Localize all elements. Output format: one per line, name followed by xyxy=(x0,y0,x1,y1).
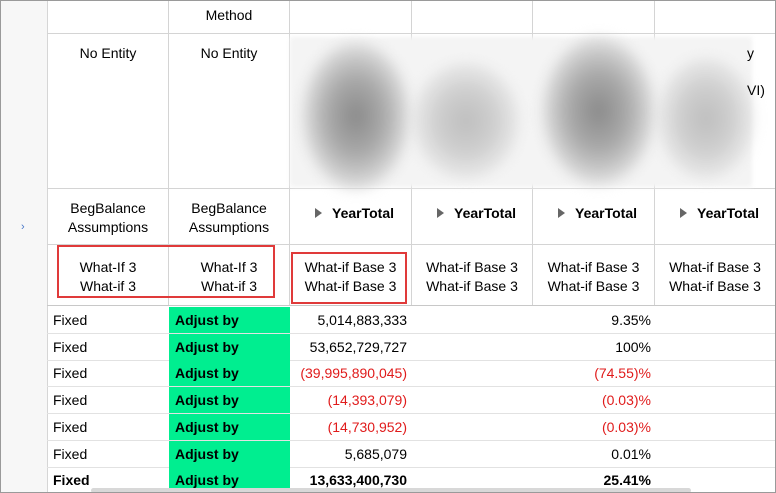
method-cell[interactable]: Fixed xyxy=(53,472,90,489)
value-cell[interactable]: 5,685,079 xyxy=(344,445,407,462)
method-cell[interactable]: Fixed xyxy=(53,445,88,462)
percent-cell[interactable]: 25.41% xyxy=(603,472,651,489)
adjust-cell[interactable]: Adjust by xyxy=(169,413,290,440)
account-line: BegBalance xyxy=(70,200,146,216)
scenario-line: What-If 3 xyxy=(200,259,258,275)
value-cell[interactable]: 5,014,883,333 xyxy=(317,312,407,328)
table-row: Fixed Adjust by 5,685,079 0.01% xyxy=(1,440,775,468)
account-header-2: BegBalance Assumptions xyxy=(169,199,289,237)
scenario-line: What-if Base 3 xyxy=(547,278,640,294)
year-label: YearTotal xyxy=(454,205,516,221)
year-label: YearTotal xyxy=(332,205,394,221)
scenario-header-5: What-if Base 3 What-if Base 3 xyxy=(533,258,654,296)
scenario-line: What-if Base 3 xyxy=(669,259,761,275)
percent-cell[interactable]: (0.03)% xyxy=(601,418,651,435)
account-line: BegBalance xyxy=(191,200,267,216)
highlight-box xyxy=(57,245,275,298)
adjust-cell[interactable]: Adjust by xyxy=(169,307,290,333)
row-divider xyxy=(47,333,775,334)
row-divider xyxy=(47,386,775,388)
method-cell[interactable]: Fixed xyxy=(53,338,88,355)
value-cell[interactable]: (14,730,952) xyxy=(327,418,407,435)
entity-header-edge: VI) xyxy=(747,82,765,98)
table-row: Fixed Adjust by (14,393,079) (0.03)% xyxy=(1,387,775,415)
scenario-line: What-If 3 xyxy=(79,259,137,275)
entity-header-2: No Entity xyxy=(200,45,258,61)
scenario-line: What-if Base 3 xyxy=(304,278,397,294)
method-cell[interactable]: Fixed xyxy=(53,312,88,328)
scenario-header-1: What-If 3 What-if 3 xyxy=(48,258,168,296)
year-header-4[interactable]: YearTotal xyxy=(680,205,759,221)
row-header-gutter: › xyxy=(1,1,48,492)
adjust-cell[interactable]: Adjust by xyxy=(169,333,290,360)
percent-cell[interactable]: 9.35% xyxy=(611,312,651,328)
scenario-header-6: What-if Base 3 What-if Base 3 xyxy=(655,258,775,296)
entity-header-edge: y xyxy=(747,45,754,61)
header-divider xyxy=(47,244,775,245)
highlight-box xyxy=(291,252,407,304)
blurred-region xyxy=(301,41,411,191)
scenario-line: What-if 3 xyxy=(200,278,257,294)
method-cell[interactable]: Fixed xyxy=(53,365,88,382)
header-divider xyxy=(47,33,775,34)
adjust-cell[interactable]: Adjust by xyxy=(169,440,290,467)
scenario-line: What-if Base 3 xyxy=(304,259,397,275)
table-row: Fixed Adjust by (39,995,890,045) (74.55)% xyxy=(1,360,775,388)
row-divider xyxy=(47,439,775,441)
year-header-1[interactable]: YearTotal xyxy=(315,205,394,221)
blurred-region xyxy=(411,61,521,181)
table-row: Fixed Adjust by 13,633,400,730 25.41% xyxy=(1,467,775,492)
scenario-header-4: What-if Base 3 What-if Base 3 xyxy=(412,258,532,296)
scenario-header-3: What-if Base 3 What-if Base 3 xyxy=(290,258,411,296)
scenario-line: What-if Base 3 xyxy=(669,278,761,294)
value-cell[interactable]: 13,633,400,730 xyxy=(309,472,407,489)
account-header-1: BegBalance Assumptions xyxy=(48,199,168,237)
account-line: Assumptions xyxy=(188,219,270,235)
col-divider xyxy=(289,1,290,306)
col-divider xyxy=(168,1,169,306)
year-label: YearTotal xyxy=(697,205,759,221)
percent-cell[interactable]: (0.03)% xyxy=(601,392,651,409)
scenario-line: What-if Base 3 xyxy=(426,259,518,275)
adjust-cell[interactable]: Adjust by xyxy=(169,387,290,414)
table-row: Fixed Adjust by 53,652,729,727 100% xyxy=(1,333,775,361)
percent-cell[interactable]: (74.55)% xyxy=(594,365,651,382)
expand-triangle-icon[interactable] xyxy=(315,208,322,218)
expand-triangle-icon[interactable] xyxy=(558,208,565,218)
year-header-2[interactable]: YearTotal xyxy=(437,205,516,221)
expand-triangle-icon[interactable] xyxy=(437,208,444,218)
row-divider xyxy=(47,466,775,468)
adjust-cell[interactable]: Adjust by xyxy=(169,467,290,492)
percent-cell[interactable]: 0.01% xyxy=(611,445,651,462)
adjust-cell[interactable]: Adjust by xyxy=(169,360,290,387)
expand-arrow-icon[interactable]: › xyxy=(21,221,25,233)
year-header-3[interactable]: YearTotal xyxy=(558,205,637,221)
row-divider xyxy=(47,359,775,361)
table-row: Fixed Adjust by (14,730,952) (0.03)% xyxy=(1,413,775,441)
horizontal-scrollbar[interactable] xyxy=(91,488,691,492)
percent-cell[interactable]: 100% xyxy=(615,338,651,355)
entity-header-1: No Entity xyxy=(79,45,137,61)
method-cell[interactable]: Fixed xyxy=(53,418,88,435)
scenario-line: What-if Base 3 xyxy=(426,278,518,294)
scenario-line: What-if 3 xyxy=(79,278,136,294)
header-divider xyxy=(47,188,775,189)
table-row: Fixed Adjust by 5,014,883,333 9.35% xyxy=(1,307,775,334)
value-cell[interactable]: 53,652,729,727 xyxy=(309,338,407,355)
row-divider xyxy=(47,413,775,415)
account-line: Assumptions xyxy=(67,219,149,235)
header-divider xyxy=(47,305,775,306)
method-cell[interactable]: Fixed xyxy=(53,392,88,409)
year-label: YearTotal xyxy=(575,205,637,221)
blurred-region xyxy=(656,56,756,181)
expand-triangle-icon[interactable] xyxy=(680,208,687,218)
scenario-header-2: What-If 3 What-if 3 xyxy=(169,258,289,296)
value-cell[interactable]: (39,995,890,045) xyxy=(300,365,407,382)
blurred-region xyxy=(541,36,656,186)
scenario-line: What-if Base 3 xyxy=(547,259,640,275)
value-cell[interactable]: (14,393,079) xyxy=(327,392,407,409)
method-header: Method xyxy=(205,7,253,23)
